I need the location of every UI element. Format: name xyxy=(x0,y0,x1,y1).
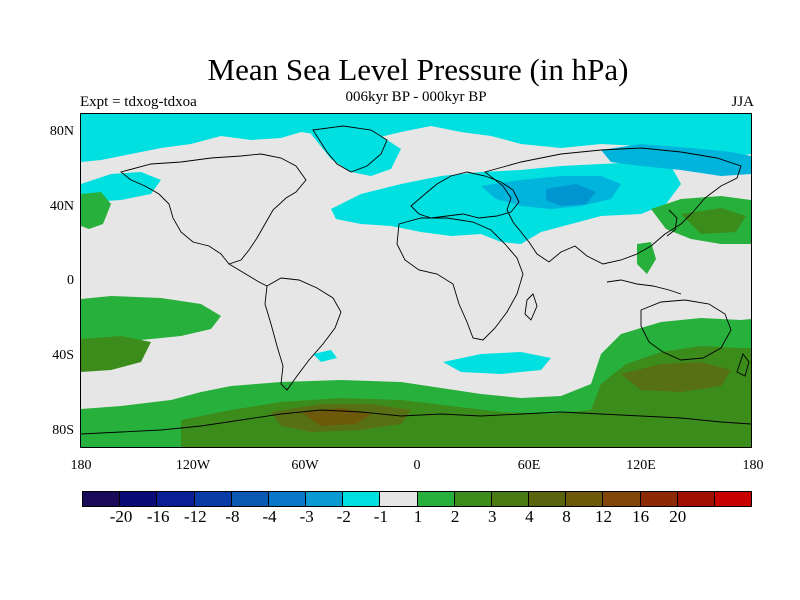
colorbar-tick-label: 2 xyxy=(450,507,460,526)
coastlines xyxy=(81,125,751,435)
experiment-label: Expt = tdxog-tdxoa xyxy=(80,94,197,110)
lat-tick-40s: 40S xyxy=(52,348,74,363)
europe-coastline xyxy=(410,171,520,219)
antarctic-strongest-positive xyxy=(301,408,371,426)
map-title: Mean Sea Level Pressure (in hPa) xyxy=(207,52,629,87)
season-label: JJA xyxy=(731,94,754,110)
colorbar-tick-label: -3 xyxy=(299,507,314,526)
africa-coastline xyxy=(396,217,524,341)
japan-coastline xyxy=(666,209,678,237)
colorbar-tick-label: -8 xyxy=(225,507,240,526)
north-america-coastline xyxy=(120,153,307,265)
colorbar-tick-label: 1 xyxy=(413,507,423,526)
colorbar-tick-label: -12 xyxy=(183,507,207,526)
strongest-positive-regions xyxy=(301,408,371,426)
antarctica-coastline xyxy=(81,409,751,435)
colorbar-tick-label: 12 xyxy=(595,507,613,526)
colorbar-tick-label: 4 xyxy=(525,507,534,526)
colorbar-swatch xyxy=(194,492,232,506)
colorbar-swatch xyxy=(491,492,530,506)
philippine-positive-region xyxy=(637,242,656,274)
lat-tick-80s: 80S xyxy=(52,423,74,438)
lat-tick-0: 0 xyxy=(67,273,74,288)
colorbar-swatch xyxy=(603,492,641,506)
northeast-pacific-positive-region xyxy=(81,192,111,229)
strongest-negative-regions xyxy=(546,184,596,206)
madagascar-coastline xyxy=(524,293,538,321)
lat-tick-80n: 80N xyxy=(49,124,74,139)
pressure-map xyxy=(81,114,751,447)
colorbar-tick-label: -4 xyxy=(262,507,277,526)
colorbar-tick-label: -20 xyxy=(109,507,133,526)
colorbar-tick-label: 20 xyxy=(669,507,687,526)
lat-tick-40n: 40N xyxy=(49,199,74,214)
colorbar-swatch xyxy=(268,492,307,506)
map-subtitle: 006kyr BP - 000kyr BP xyxy=(345,89,487,105)
map-panel xyxy=(80,113,752,448)
arctic-stronger-negative xyxy=(601,144,751,176)
southern-ocean-positive-region xyxy=(81,296,221,344)
greenland-coastline xyxy=(312,125,388,173)
colorbar-tick-label: 3 xyxy=(487,507,497,526)
lon-tick-180w: 180 xyxy=(70,458,92,473)
south-america-coastline xyxy=(264,277,342,391)
colorbar-swatch xyxy=(714,492,752,506)
colorbar-tick-label: -16 xyxy=(146,507,170,526)
south-atlantic-negative-region xyxy=(443,352,551,374)
lon-tick-120w: 120W xyxy=(175,458,211,473)
new-zealand-coastline xyxy=(736,353,750,377)
greenland-negative-region xyxy=(311,129,401,176)
colorbar-swatch xyxy=(417,492,455,506)
lon-tick-180e: 180 xyxy=(742,458,764,473)
central-asia-strongest-negative xyxy=(546,184,596,206)
colorbar-swatch xyxy=(343,492,381,506)
colorbar-swatch xyxy=(566,492,604,506)
colorbar xyxy=(82,491,752,507)
colorbar-swatch xyxy=(306,492,344,506)
south-indian-strong-positive xyxy=(621,362,731,392)
colorbar-swatch xyxy=(677,492,715,506)
lon-tick-120e: 120E xyxy=(626,458,656,473)
colorbar-swatch xyxy=(231,492,269,506)
lon-tick-0: 0 xyxy=(413,458,421,473)
colorbar-swatch xyxy=(83,492,121,506)
colorbar-swatch xyxy=(454,492,492,506)
colorbar-tick-label: -2 xyxy=(336,507,351,526)
indonesia-coastline xyxy=(606,279,682,295)
central-america-coastline xyxy=(228,263,268,287)
asia-coastline xyxy=(484,147,742,265)
colorbar-swatch xyxy=(157,492,195,506)
south-pacific-moderate-positive xyxy=(81,336,151,372)
patagonia-negative-region xyxy=(313,350,337,362)
australia-coastline xyxy=(640,299,732,361)
colorbar-swatch xyxy=(640,492,678,506)
lon-tick-60w: 60W xyxy=(291,458,319,473)
colorbar-swatch xyxy=(529,492,567,506)
colorbar-tick-label: 16 xyxy=(632,507,650,526)
colorbar-tick-label: -1 xyxy=(373,507,388,526)
colorbar-swatch xyxy=(120,492,158,506)
arctic-negative-region xyxy=(81,114,751,162)
lon-tick-60e: 60E xyxy=(517,458,541,473)
west-pacific-moderate-positive xyxy=(681,208,746,234)
colorbar-swatch xyxy=(380,492,418,506)
colorbar-tick-label: 8 xyxy=(562,507,571,526)
